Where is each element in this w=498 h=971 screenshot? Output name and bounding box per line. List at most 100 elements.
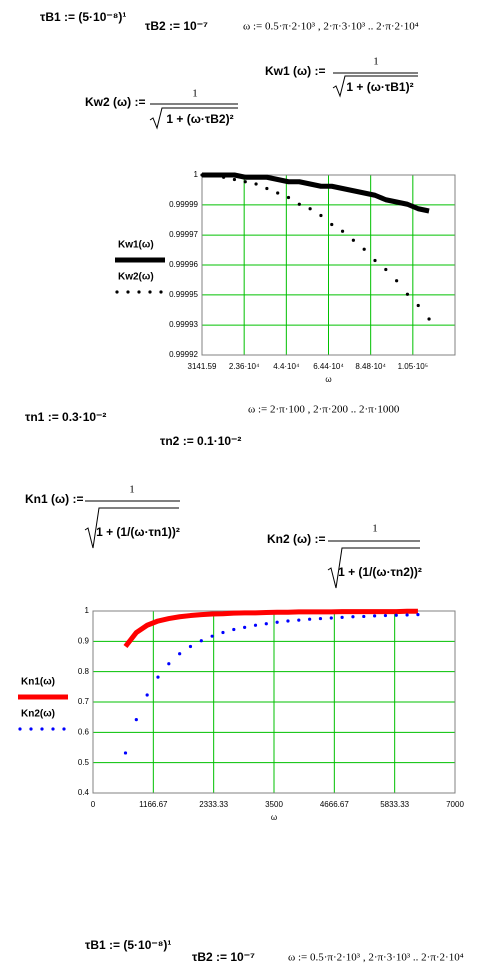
y-tick-label: 0.99995 [169,290,198,299]
data-point [330,222,334,227]
data-point [188,644,193,649]
data-point [319,213,323,218]
sqrt-sign [327,547,420,589]
legend-swatch [29,727,33,731]
legend-label: Kw1(ω) [118,240,154,251]
data-point [384,267,388,272]
x-tick-label: 1166.67 [139,800,168,809]
x-axis-label: ω [325,375,331,384]
y-tick-label: 0.7 [78,697,90,706]
formula-lhs: Kn2 (ω) := [267,532,325,546]
sqrt-sign [84,507,179,549]
data-point [253,623,258,627]
data-point [211,173,215,177]
numerator: 1 [192,88,198,100]
data-point [145,693,149,697]
x-tick-label: 3141.59 [188,362,217,371]
legend-label: Kn2(ω) [21,709,55,720]
data-point [178,652,182,656]
sqrt-sign [149,107,238,130]
formula-lhs: Kw2 (ω) := [85,95,145,109]
data-point [416,613,420,617]
data-point [167,662,171,666]
legend-label: Kw2(ω) [118,272,154,283]
data-point [405,292,410,296]
formula: ω := 0.5·π·2·10³ , 2·π·3·10³ .. 2·π·2·10… [288,952,464,964]
x-tick-label: 4.4·10⁴ [273,362,300,371]
formula: τn2 := 0.1·10⁻² [160,434,241,448]
x-tick-label: 0 [91,800,96,809]
data-point [156,675,160,679]
data-point [232,627,236,632]
data-line [202,172,430,214]
data-point [373,614,377,618]
data-point [395,279,399,283]
y-tick-label: 0.4 [78,788,90,797]
y-tick-label: 0.9 [78,636,90,645]
data-point [340,229,345,233]
x-tick-label: 2333.33 [199,800,228,809]
data-point [351,615,355,619]
formula: τB2 := 10⁻⁷ [192,950,255,964]
data-point [222,175,226,179]
data-point [297,202,301,206]
data-point [199,639,203,643]
data-point [232,177,237,182]
data-point [286,619,290,623]
data-point [394,613,398,617]
denominator: 1 + (1/(ω·τn2))² [338,565,422,579]
formula: τB2 := 10⁻⁷ [145,19,208,33]
data-point [373,258,377,263]
x-tick-label: 8.48·10⁴ [355,362,386,371]
data-point [427,317,431,321]
numerator: 1 [129,484,135,496]
legend-swatch [137,290,141,294]
x-tick-label: 1.05·10⁵ [398,362,428,371]
data-point [275,620,279,624]
data-point [340,615,344,619]
denominator: 1 + (1/(ω·τn1))² [96,525,180,539]
formula-lhs: Kn1 (ω) := [25,492,83,506]
data-point [221,630,225,635]
legend-swatch [62,727,66,731]
data-point [329,616,333,620]
data-point [318,616,323,621]
data-point [200,173,204,177]
x-tick-label: 3500 [265,800,283,809]
y-tick-label: 0.99993 [169,320,198,329]
plot-frame [201,174,456,356]
data-point [265,186,269,191]
legend-swatch [148,290,152,294]
data-point [351,238,355,242]
x-tick-label: 6.44·10⁴ [313,362,344,371]
denominator: 1 + (ω·τB1)² [346,80,413,94]
x-tick-label: 4666.67 [320,800,349,809]
data-point [123,751,128,755]
data-point [243,625,247,629]
data-point [276,191,280,195]
y-tick-label: 0.6 [78,727,90,736]
legend-swatch [18,727,22,731]
data-point [405,613,409,617]
data-point [210,634,214,638]
legend-swatch [40,727,44,731]
numerator: 1 [372,523,378,535]
data-point [264,622,268,626]
data-point [383,613,388,618]
data-point [134,717,138,722]
data-line [123,608,418,649]
x-axis-label: ω [271,813,277,822]
y-tick-label: 0.5 [78,758,90,767]
data-point [308,617,312,621]
data-point [416,303,420,308]
y-tick-label: 0.99997 [169,230,198,239]
y-tick-label: 1 [194,170,199,179]
data-point [254,182,258,186]
legend-label: Kn1(ω) [21,677,55,688]
y-tick-label: 0.8 [78,667,90,676]
legend-swatch [126,290,130,294]
formula: τn1 := 0.3·10⁻² [25,410,106,424]
formula: τB1 := (5·10⁻⁸)¹ [40,10,126,24]
data-point [308,207,312,211]
